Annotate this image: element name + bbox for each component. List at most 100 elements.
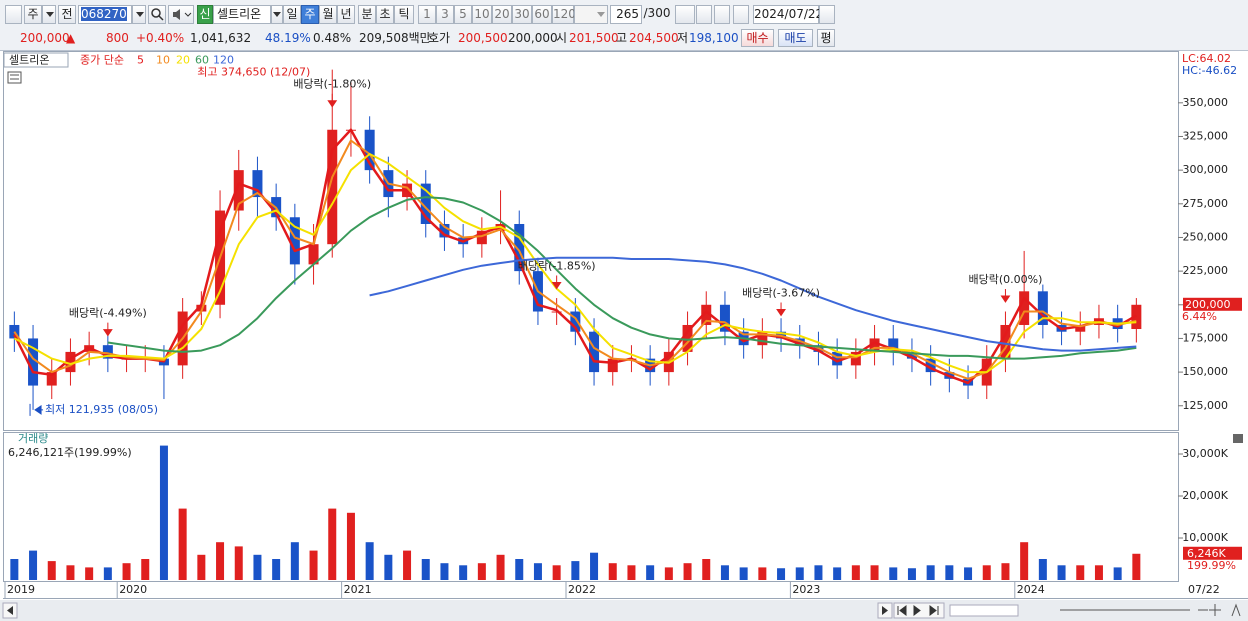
count-input[interactable]: 265	[610, 5, 642, 24]
candle-body	[1000, 324, 1011, 359]
candle-body	[327, 129, 338, 245]
y-tick-label: 350,000	[1183, 96, 1229, 109]
volume-bar	[1094, 565, 1103, 580]
dividend-label: 배당락(-4.49%)	[69, 307, 147, 320]
volume-bar	[159, 445, 168, 580]
code-input[interactable]: 068270	[78, 5, 132, 24]
x-tick-label: 2020	[119, 583, 147, 596]
legend-entry: 10	[156, 54, 170, 67]
candle-body	[289, 217, 300, 265]
sound-button[interactable]	[168, 5, 194, 24]
interval[interactable]: 30	[512, 5, 532, 24]
settings-button[interactable]	[733, 5, 749, 24]
legend-entry: 20	[176, 54, 190, 67]
volume-bar	[440, 563, 449, 580]
tool-button[interactable]	[675, 5, 695, 24]
dividend-label: 배당락(-1.80%)	[293, 78, 371, 91]
date-input[interactable]: 2024/07/22	[753, 5, 823, 24]
volume-bar	[552, 565, 561, 580]
volume-bar	[309, 550, 318, 580]
candle-body	[308, 244, 319, 265]
volume-bar	[384, 554, 393, 580]
candle-body	[233, 170, 244, 211]
ratio-label: 199.99%	[1187, 559, 1236, 572]
period-day[interactable]: 일	[283, 5, 301, 24]
tool-icons[interactable]	[1060, 603, 1241, 617]
prev-button[interactable]: 전	[58, 5, 76, 24]
legend-entry: 120	[213, 54, 234, 67]
calc-icon[interactable]	[7, 71, 22, 84]
volume-bar	[889, 567, 898, 580]
toolbar: 주 전 068270 신 셀트리온 일 주 월 년 분 초 틱 1 3 5 10…	[0, 0, 1248, 51]
menu-icon[interactable]	[5, 5, 22, 24]
volume-box-label: 6,246K	[1187, 547, 1226, 560]
stock-name[interactable]: 셀트리온	[213, 5, 271, 24]
price-panel	[3, 51, 1179, 431]
dropdown[interactable]	[132, 5, 146, 24]
volume-bar	[1132, 553, 1141, 580]
credit-badge: 신	[197, 5, 213, 24]
avg-button[interactable]: 평	[817, 29, 835, 47]
interval[interactable]: 10	[472, 5, 492, 24]
period-month[interactable]: 월	[319, 5, 337, 24]
y-tick-label: 30,000K	[1182, 447, 1228, 460]
volume-bar	[945, 565, 954, 580]
tool-button[interactable]	[714, 5, 730, 24]
ma-line	[369, 256, 1137, 352]
candle-body	[46, 372, 57, 386]
volume-bar	[253, 554, 262, 580]
interval[interactable]: 20	[492, 5, 512, 24]
legend-stock: 셀트리온	[9, 54, 49, 67]
dropdown[interactable]	[42, 5, 56, 24]
period-type[interactable]: 주	[24, 5, 42, 24]
search-button[interactable]	[148, 5, 166, 24]
period-second[interactable]: 초	[376, 5, 394, 24]
volume-box	[1183, 546, 1242, 560]
volume-panel	[3, 432, 1179, 582]
volume-bar	[851, 565, 860, 580]
ma-line	[13, 128, 1137, 385]
tool-button[interactable]	[696, 5, 712, 24]
dividend-label: 배당락(-1.85%)	[518, 260, 596, 273]
period-week[interactable]: 주	[301, 5, 319, 24]
volume-bar	[1038, 559, 1047, 580]
volume-bar	[515, 559, 524, 580]
volume-bar	[1001, 563, 1010, 580]
zoom-slider[interactable]	[949, 604, 1019, 617]
candle-body	[906, 351, 917, 359]
volume-bar	[833, 567, 842, 580]
calendar-button[interactable]	[819, 5, 835, 24]
up-arrow: ▲	[66, 31, 76, 45]
last-date: 07/22	[1188, 583, 1220, 596]
period-tick[interactable]: 틱	[394, 5, 414, 24]
volume: 1,041,632	[190, 31, 252, 45]
change-label: 6.44%	[1182, 310, 1217, 323]
change-rate: +0.40%	[136, 31, 185, 45]
candle-body	[925, 358, 936, 373]
volume-bar	[1020, 542, 1029, 580]
candle-body	[476, 230, 487, 245]
candle-body	[1075, 324, 1086, 332]
dividend-arrow	[327, 93, 338, 108]
interval[interactable]: 120	[552, 5, 576, 24]
interval[interactable]: 5	[454, 5, 472, 24]
search-icon	[151, 8, 164, 21]
y-tick-label: 20,000K	[1182, 489, 1228, 502]
period-minute[interactable]: 분	[358, 5, 376, 24]
close-panel[interactable]	[1233, 434, 1243, 443]
volume-bar	[683, 563, 692, 580]
interval[interactable]: 1	[418, 5, 436, 24]
candle-body	[196, 304, 207, 312]
ask: 200,500	[458, 31, 508, 45]
dropdown[interactable]	[271, 5, 283, 24]
buy-button[interactable]: 매수	[741, 29, 774, 47]
volume-bar	[571, 561, 580, 580]
legend-title: 종가 단순	[80, 54, 124, 67]
sell-button[interactable]: 매도	[778, 29, 813, 47]
interval[interactable]: 60	[532, 5, 552, 24]
period-year[interactable]: 년	[337, 5, 355, 24]
volume-bar	[10, 559, 19, 580]
interval[interactable]: 3	[436, 5, 454, 24]
interval-combo[interactable]	[574, 5, 608, 24]
volume-bar	[814, 565, 823, 580]
